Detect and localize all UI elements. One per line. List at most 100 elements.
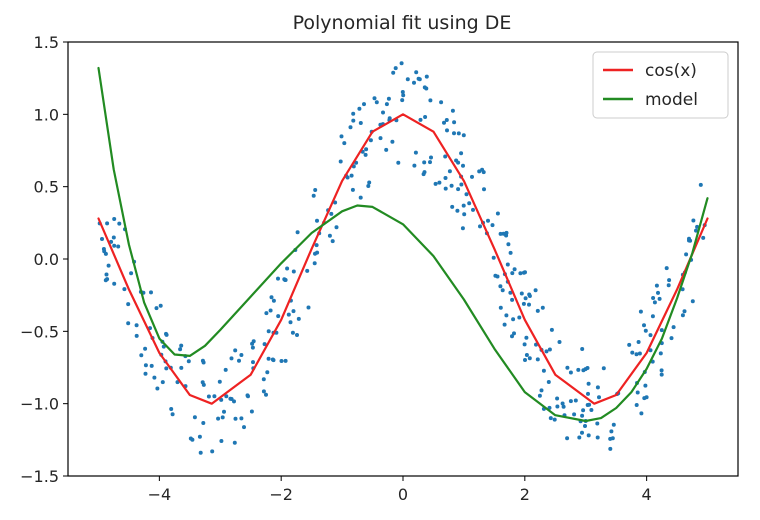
scatter-point [239, 416, 244, 421]
scatter-point [549, 327, 554, 332]
scatter-point [450, 108, 455, 113]
scatter-point [412, 163, 417, 168]
scatter-point [652, 300, 657, 305]
scatter-point [533, 288, 538, 293]
scatter-point [635, 390, 640, 395]
scatter-point [581, 408, 586, 413]
scatter-point [464, 192, 469, 197]
scatter-point [233, 416, 238, 421]
scatter-point [643, 328, 648, 333]
y-tick-label: 1.0 [34, 105, 59, 124]
scatter-point [266, 356, 271, 361]
scatter-point [381, 110, 385, 115]
scatter-point [112, 243, 117, 248]
scatter-point [268, 308, 273, 313]
scatter-point [517, 315, 522, 320]
scatter-point [374, 100, 379, 105]
scatter-point [552, 417, 557, 422]
scatter-point [450, 204, 455, 209]
scatter-point [315, 218, 319, 223]
scatter-point [368, 138, 373, 143]
scatter-point [116, 244, 121, 249]
scatter-point [664, 266, 669, 271]
scatter-point [630, 350, 635, 355]
scatter-point [164, 331, 168, 336]
lines-layer [97, 66, 709, 423]
scatter-point [510, 334, 514, 339]
scatter-point [500, 288, 505, 293]
scatter-point [495, 211, 500, 216]
scatter-point [112, 217, 117, 221]
scatter-point [568, 399, 573, 404]
scatter-point [160, 380, 165, 385]
scatter-point [339, 134, 344, 139]
scatter-point [237, 358, 241, 363]
scatter-point [239, 353, 244, 357]
scatter-point [421, 172, 426, 177]
scatter-point [306, 305, 311, 310]
scatter-point [666, 283, 671, 288]
scatter-point [424, 86, 429, 91]
scatter-point [206, 394, 211, 399]
scatter-point [597, 395, 601, 400]
scatter-point [659, 328, 664, 333]
scatter-point [295, 230, 300, 235]
scatter-point [134, 323, 139, 328]
scatter-point [149, 290, 153, 295]
scatter-point [444, 118, 449, 122]
scatter-point [358, 195, 363, 200]
scatter-point [659, 368, 664, 373]
scatter-point [291, 309, 296, 314]
scatter-point [233, 348, 238, 353]
scatter-point [698, 182, 703, 187]
scatter-point [608, 436, 613, 441]
scatter-point [498, 284, 503, 289]
scatter-point [170, 412, 175, 417]
scatter-point [363, 152, 368, 157]
scatter-point [197, 434, 202, 439]
scatter-point [442, 120, 446, 125]
scatter-layer [97, 61, 707, 455]
scatter-point [555, 404, 560, 409]
scatter-point [572, 412, 577, 417]
scatter-point [122, 287, 127, 292]
scatter-point [548, 416, 553, 421]
scatter-point [547, 347, 552, 352]
scatter-point [634, 352, 639, 357]
scatter-point [414, 70, 419, 75]
scatter-point [129, 271, 134, 276]
scatter-point [266, 329, 271, 334]
scatter-point [491, 255, 496, 260]
scatter-point [511, 317, 516, 322]
y-tick-label: 0.5 [34, 178, 59, 197]
scatter-point [461, 203, 466, 208]
scatter-point [539, 388, 544, 393]
scatter-point [684, 252, 689, 257]
scatter-point [535, 308, 540, 313]
scatter-point [143, 363, 148, 368]
scatter-point [413, 150, 418, 155]
scatter-point [537, 393, 542, 398]
scatter-point [334, 225, 339, 230]
scatter-point [296, 316, 301, 321]
scatter-point [312, 261, 317, 266]
scatter-point [524, 335, 529, 340]
scatter-point [648, 333, 653, 338]
scatter-point [493, 273, 498, 278]
y-tick-label: −1.5 [20, 467, 59, 486]
scatter-point [637, 351, 642, 356]
scatter-point [223, 367, 228, 372]
scatter-point [639, 411, 644, 416]
scatter-point [447, 169, 452, 174]
scatter-point [643, 383, 648, 388]
x-axis: −4 −2 0 2 4 [148, 476, 652, 504]
series-line-cos-x [97, 113, 709, 405]
scatter-point [535, 357, 540, 362]
scatter-point [100, 237, 104, 241]
scatter-point [443, 176, 448, 180]
scatter-point [519, 291, 524, 296]
x-tick-label: −2 [269, 485, 293, 504]
legend-box [592, 51, 729, 119]
scatter-point [580, 413, 585, 418]
scatter-point [126, 321, 131, 326]
